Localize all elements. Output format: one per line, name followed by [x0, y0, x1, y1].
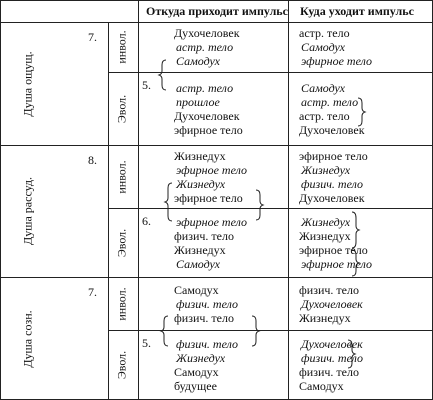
header-to: Куда уходит импульс	[300, 4, 414, 18]
entry-from: Самодух	[174, 365, 219, 379]
section-number: 8.	[88, 153, 97, 167]
entry-from: физич. тело	[174, 310, 234, 325]
section-label: Душа ощущ.	[20, 50, 35, 117]
brace	[163, 182, 173, 222]
entry-to: Самодух	[301, 80, 345, 95]
entry-to: Жизнедух	[301, 162, 351, 177]
entry-to: астр. тело	[299, 26, 350, 40]
section-label: Душа рассуд.	[20, 177, 35, 245]
entry-to: Жизнедух	[299, 310, 351, 325]
entry-from: Самодух	[176, 256, 220, 271]
entry-to: Духочеловек	[299, 190, 365, 205]
entry-from: эфирное тело	[176, 162, 248, 177]
brace	[251, 315, 261, 347]
entry-to: эфирное тело	[301, 54, 373, 68]
entry-from: Жизнедух	[174, 242, 226, 257]
entry-from: эфирное тело	[174, 190, 243, 205]
entry-from: Жизнедух	[176, 351, 226, 365]
brace	[347, 339, 357, 369]
entry-to: Жизнедух	[299, 228, 351, 243]
entry-to: астр. тело	[301, 94, 359, 109]
section-number: 7.	[88, 285, 97, 299]
entry-from: Духочеловек	[174, 108, 240, 123]
section-label: Душа созн.	[20, 309, 35, 368]
header-from: Откуда приходит импульс	[146, 4, 288, 18]
entry-to: физич. тело	[299, 282, 359, 297]
row-label: Эвол.	[114, 94, 129, 123]
brace	[357, 97, 367, 127]
entry-to: эфирное тело	[299, 148, 368, 163]
entry-to: Самодух	[301, 40, 345, 54]
brace	[351, 211, 361, 249]
entry-to: Духочеловек	[299, 122, 365, 137]
entry-from: физич. тело	[174, 228, 234, 243]
entry-from: астр. тело	[176, 80, 234, 95]
entry-from: Жизнедух	[174, 148, 226, 163]
row-label: инвол.	[114, 30, 129, 64]
row-label: инвол.	[114, 286, 129, 321]
entry-from: прошлое	[176, 94, 220, 109]
entry-from: будущее	[174, 379, 217, 393]
row-label: Эвол.	[114, 228, 129, 257]
section-number: 7.	[88, 30, 97, 44]
entry-from: Духочеловек	[174, 26, 240, 40]
entry-from: эфирное тело	[176, 214, 248, 229]
entry-to: эфирное тело	[301, 256, 373, 271]
row-label: Эвол.	[114, 350, 129, 380]
entry-to: Духочеловек	[301, 296, 363, 311]
entry-to: физич. тело	[301, 351, 363, 365]
entry-from: эфирное тело	[174, 122, 243, 137]
entry-from: астр. тело	[176, 40, 234, 54]
brace	[157, 59, 167, 91]
entry-from: Самодух	[174, 282, 219, 297]
entry-from: физич. тело	[176, 337, 238, 351]
row-number: 5.	[142, 78, 151, 92]
entry-to: Самодух	[299, 379, 344, 393]
entry-to: физич. тело	[299, 365, 359, 379]
brace	[351, 249, 361, 277]
entry-to: физич. тело	[301, 176, 363, 191]
entry-from: Жизнедух	[176, 176, 226, 191]
row-number: 6.	[142, 214, 151, 228]
row-label: инвол.	[114, 159, 129, 194]
entry-to: Жизнедух	[301, 214, 351, 229]
entry-from: физич. тело	[176, 296, 238, 311]
row-number: 5.	[142, 336, 151, 350]
brace	[255, 189, 265, 221]
entry-to: эфирное тело	[299, 242, 368, 257]
entry-from: Самодух	[176, 54, 220, 68]
brace	[159, 315, 169, 347]
entry-to: Духочеловек	[301, 337, 363, 351]
entry-to: астр. тело	[299, 108, 350, 123]
